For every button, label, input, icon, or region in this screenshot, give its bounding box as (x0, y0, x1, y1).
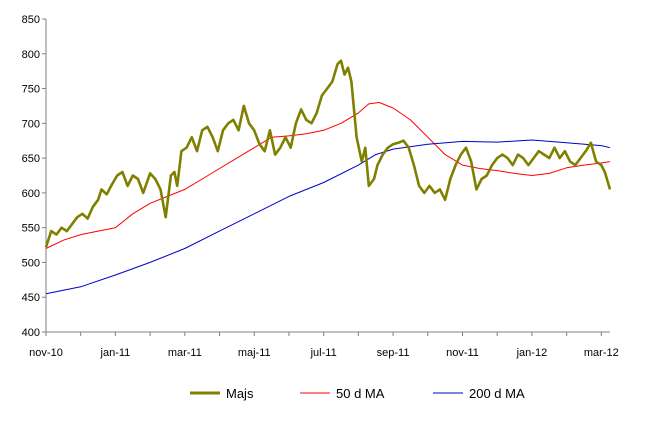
x-tick-label: nov-11 (446, 347, 479, 359)
legend-label: 200 d MA (469, 386, 525, 401)
y-tick-label: 550 (22, 223, 40, 235)
x-tick-label: maj-11 (238, 347, 271, 359)
y-axis-ticks: 400 450 500 550 600 650 700 750 800 850 (22, 14, 46, 339)
series-layer (44, 59, 612, 295)
x-tick-label: jul-11 (310, 347, 337, 359)
y-tick-label: 450 (22, 292, 40, 304)
legend: Majs 50 d MA 200 d MA (190, 386, 525, 401)
x-axis-ticks: nov-10 jan-11 mar-11 maj-11 jul-11 sep-11 nov-… (29, 332, 619, 359)
y-tick-label: 500 (22, 257, 40, 269)
x-tick-label: nov-10 (29, 347, 63, 359)
x-tick-label: jan-12 (516, 347, 548, 359)
series-line-200-d-ma (45, 139, 611, 295)
series-line-majs (44, 59, 612, 248)
x-tick-label: jan-11 (100, 347, 131, 359)
series-line-50-d-ma (45, 102, 611, 249)
x-tick-label: mar-11 (168, 347, 202, 359)
y-tick-label: 850 (22, 14, 40, 26)
y-tick-label: 800 (22, 49, 40, 61)
y-tick-label: 650 (22, 153, 40, 165)
x-tick-label: mar-12 (584, 347, 619, 359)
legend-label: Majs (226, 386, 254, 401)
y-tick-label: 600 (22, 188, 40, 200)
y-tick-label: 400 (22, 327, 40, 339)
y-tick-label: 700 (22, 118, 40, 130)
x-tick-label: sep-11 (377, 347, 410, 359)
y-tick-label: 750 (22, 84, 40, 96)
chart-axes (45, 19, 610, 333)
legend-label: 50 d MA (336, 386, 385, 401)
